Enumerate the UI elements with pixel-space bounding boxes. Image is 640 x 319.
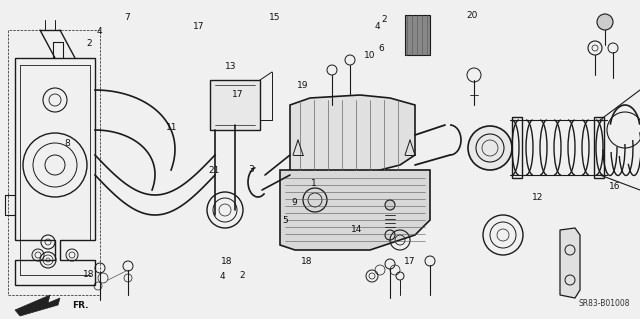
Polygon shape bbox=[210, 80, 260, 130]
Circle shape bbox=[468, 126, 512, 170]
Text: 20: 20 bbox=[467, 11, 478, 20]
Polygon shape bbox=[15, 295, 60, 316]
Text: 4: 4 bbox=[375, 22, 380, 31]
Text: 6: 6 bbox=[378, 44, 383, 53]
Text: 10: 10 bbox=[364, 51, 376, 60]
Text: 2: 2 bbox=[381, 15, 387, 24]
Text: 13: 13 bbox=[225, 63, 236, 71]
Text: SR83-B01008: SR83-B01008 bbox=[579, 299, 630, 308]
Text: 4: 4 bbox=[220, 272, 225, 281]
Text: 8: 8 bbox=[65, 139, 70, 148]
Text: FR.: FR. bbox=[72, 301, 88, 310]
Polygon shape bbox=[290, 95, 415, 175]
Bar bbox=[594, 117, 604, 178]
Text: 18: 18 bbox=[83, 270, 94, 279]
Text: 19: 19 bbox=[297, 81, 308, 90]
Text: 17: 17 bbox=[232, 90, 244, 99]
Text: 18: 18 bbox=[221, 257, 233, 266]
Text: 1: 1 bbox=[311, 179, 316, 188]
Polygon shape bbox=[560, 228, 580, 298]
Text: 18: 18 bbox=[301, 257, 313, 266]
Circle shape bbox=[597, 14, 613, 30]
Text: 15: 15 bbox=[269, 13, 281, 22]
Text: 5: 5 bbox=[282, 216, 287, 225]
Circle shape bbox=[385, 200, 395, 210]
Text: 2: 2 bbox=[239, 271, 244, 280]
Text: 9: 9 bbox=[292, 198, 297, 207]
Text: 21: 21 bbox=[209, 166, 220, 175]
Text: 7: 7 bbox=[124, 13, 129, 22]
Text: 14: 14 bbox=[351, 225, 363, 234]
Text: 12: 12 bbox=[532, 193, 543, 202]
Polygon shape bbox=[280, 170, 430, 250]
Text: 11: 11 bbox=[166, 123, 177, 132]
Text: 16: 16 bbox=[609, 182, 620, 191]
Bar bbox=[512, 117, 522, 178]
Text: 17: 17 bbox=[404, 257, 415, 266]
Text: 3: 3 bbox=[249, 165, 254, 174]
Text: 2: 2 bbox=[87, 39, 92, 48]
Bar bbox=[405, 15, 430, 55]
Text: 4: 4 bbox=[97, 27, 102, 36]
Text: 17: 17 bbox=[193, 22, 204, 31]
